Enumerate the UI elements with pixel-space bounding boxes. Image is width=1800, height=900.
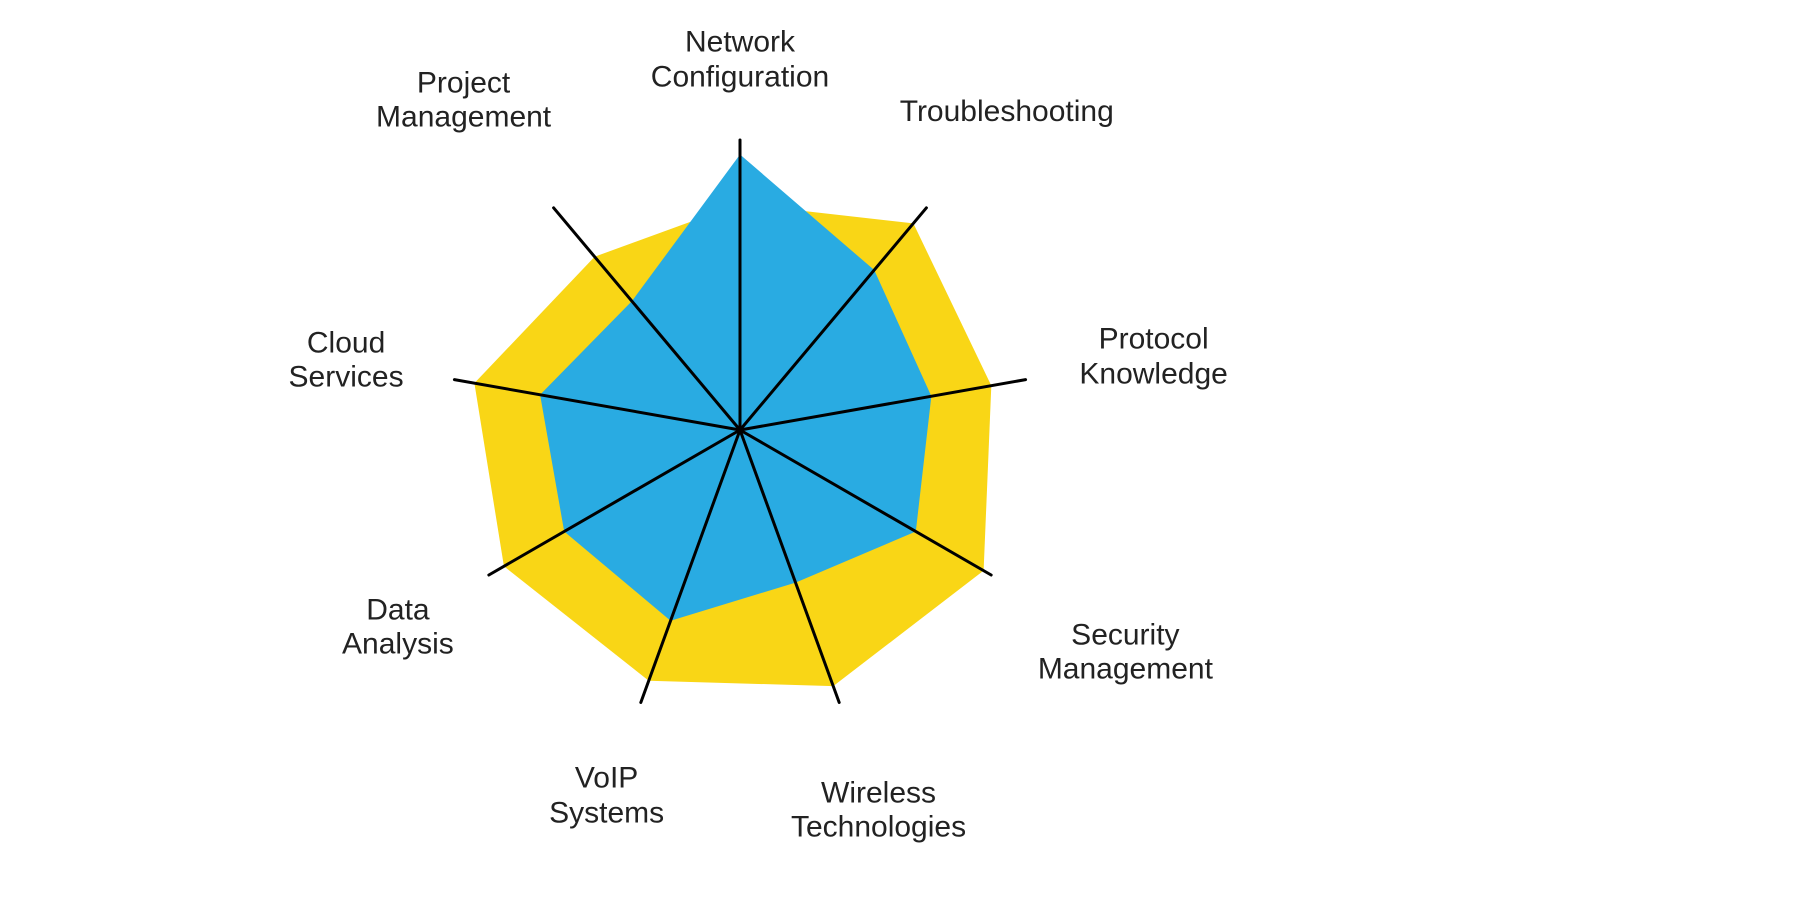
- radar-svg: [0, 0, 1800, 900]
- radar-chart: Network ConfigurationTroubleshootingProt…: [0, 0, 1800, 900]
